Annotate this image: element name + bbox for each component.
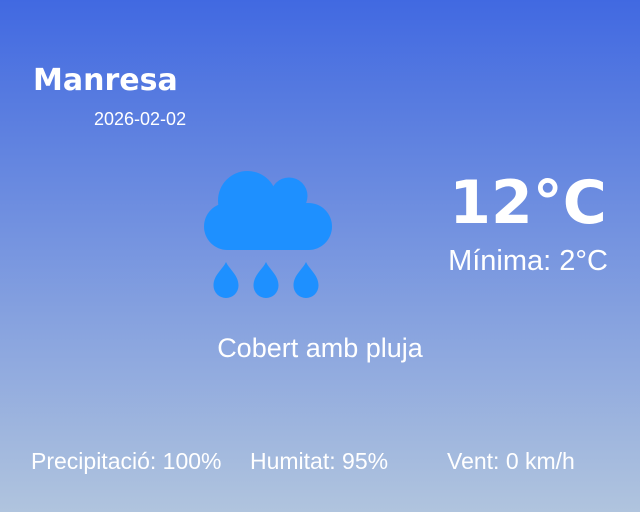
temperature-block: 12°C Mínima: 2°C bbox=[408, 173, 640, 276]
minimum-temperature: Mínima: 2°C bbox=[448, 245, 608, 277]
stats-row: Precipitació: 100% Humitat: 95% Vent: 0 … bbox=[0, 450, 640, 480]
rain-cloud-icon bbox=[204, 171, 332, 298]
humidity-stat: Humitat: 95% bbox=[250, 448, 389, 474]
date-label: 2026-02-02 bbox=[94, 109, 187, 129]
precipitation-stat: Precipitació: 100% bbox=[31, 448, 222, 474]
condition-text: Cobert amb pluja bbox=[217, 333, 423, 363]
city-name: Manresa bbox=[33, 63, 178, 98]
temperature-value: 12°C bbox=[449, 168, 607, 238]
wind-stat: Vent: 0 km/h bbox=[447, 448, 575, 474]
